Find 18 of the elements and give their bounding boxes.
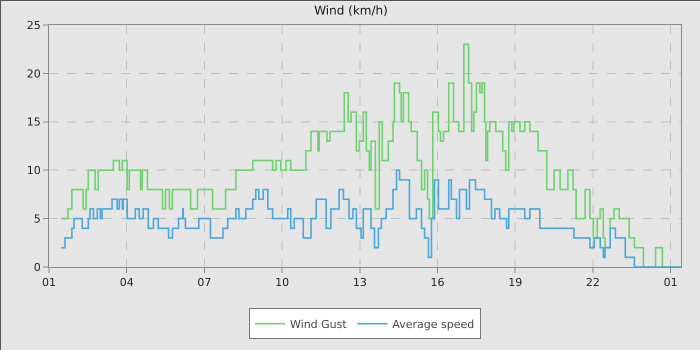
chart-title: Wind (km/h): [314, 4, 388, 18]
legend-label: Average speed: [392, 318, 474, 331]
y-tick-label: 20: [26, 67, 41, 80]
x-tick-label: 01: [42, 276, 56, 290]
legend-label: Wind Gust: [290, 318, 348, 331]
y-tick-label: 15: [26, 116, 41, 129]
x-tick-label: 13: [352, 276, 367, 290]
x-tick-label: 01: [664, 276, 678, 290]
x-tick-label: 22: [586, 276, 600, 290]
y-tick-label: 25: [26, 18, 41, 32]
y-tick-label: 10: [26, 164, 41, 178]
x-tick-label: 16: [430, 276, 445, 290]
x-tick-label: 10: [275, 276, 290, 290]
y-tick-label: 0: [34, 260, 41, 274]
x-tick-label: 19: [508, 276, 522, 290]
y-tick-label: 5: [34, 212, 41, 226]
x-tick-label: 04: [120, 276, 134, 290]
x-tick-label: 07: [197, 276, 212, 290]
